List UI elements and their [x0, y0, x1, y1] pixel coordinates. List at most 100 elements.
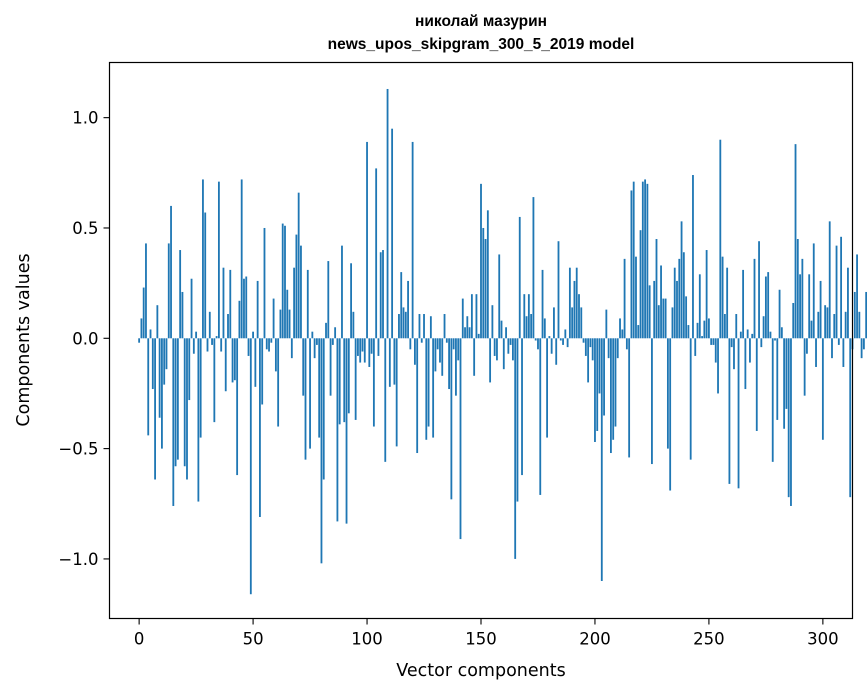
bar: [776, 338, 779, 420]
bar: [694, 338, 697, 356]
bar: [591, 338, 594, 361]
bar: [420, 338, 423, 343]
bar: [491, 305, 494, 339]
bar: [222, 267, 225, 339]
x-axis: 0 50 100 150 200 250 300: [134, 618, 839, 649]
bar: [425, 338, 428, 440]
bar: [682, 252, 685, 339]
bar: [274, 338, 277, 372]
bar: [345, 338, 348, 524]
bar: [685, 296, 688, 339]
bar: [439, 338, 441, 363]
bar: [566, 338, 569, 348]
bar: [783, 338, 786, 429]
bar: [598, 338, 601, 394]
bar: [714, 338, 717, 363]
y-axis-label: Components values: [14, 253, 34, 426]
bar: [589, 338, 592, 348]
bar: [787, 338, 790, 498]
bar: [197, 338, 200, 502]
bar: [619, 318, 621, 339]
bar: [331, 338, 334, 345]
bar: [341, 245, 343, 339]
bar: [730, 338, 733, 348]
bar: [728, 338, 731, 484]
bar: [780, 327, 783, 339]
bar: [767, 272, 770, 339]
y-axis: −1.0 −0.5 0.0 0.5 1.0: [58, 109, 110, 569]
bar: [537, 338, 539, 350]
bar: [470, 294, 473, 339]
bar: [796, 239, 799, 339]
bar: [284, 225, 286, 339]
bar: [243, 278, 245, 339]
bar: [161, 338, 163, 449]
bar: [343, 338, 346, 423]
bar: [628, 338, 631, 458]
bar: [302, 338, 305, 396]
bar: [140, 318, 143, 339]
bar: [245, 276, 248, 339]
bar: [325, 322, 327, 339]
bar: [801, 258, 804, 339]
bar: [145, 243, 147, 339]
bar: [810, 320, 813, 339]
bar: [849, 338, 852, 498]
bar: [651, 338, 653, 465]
bar: [605, 309, 608, 339]
bar: [819, 280, 822, 339]
bar: [701, 336, 703, 339]
bar: [170, 205, 172, 339]
bar: [176, 338, 179, 460]
bar: [678, 258, 681, 339]
bar: [806, 338, 808, 354]
bar: [625, 338, 628, 350]
bar: [803, 338, 806, 396]
bar: [516, 338, 519, 502]
bar: [758, 241, 760, 339]
bar: [548, 336, 551, 339]
bar: [662, 298, 665, 339]
bar: [186, 338, 188, 480]
bar: [525, 316, 528, 339]
bar: [493, 338, 496, 356]
bar: [860, 338, 863, 359]
bar: [527, 294, 530, 339]
bar: [398, 314, 400, 339]
bar: [637, 325, 640, 339]
bar: [195, 331, 198, 339]
bar: [621, 329, 624, 339]
bar: [286, 289, 289, 339]
x-tick-label: 300: [807, 630, 839, 649]
bar: [500, 320, 503, 339]
bar: [512, 338, 514, 361]
bar: [427, 338, 430, 427]
bar: [236, 338, 239, 476]
bar: [676, 280, 678, 339]
bar: [452, 338, 455, 350]
bar: [831, 338, 833, 359]
bar: [311, 331, 314, 339]
bar: [746, 329, 749, 339]
bar: [370, 338, 373, 354]
bar: [840, 236, 843, 339]
bar: [826, 307, 829, 339]
bar: [172, 338, 175, 506]
bar: [147, 338, 150, 436]
bar: [181, 291, 184, 339]
bar: [484, 239, 487, 339]
bar: [648, 285, 651, 339]
bar: [247, 338, 250, 356]
bar: [673, 267, 676, 339]
bar: [603, 338, 605, 416]
bar: [393, 338, 396, 385]
bar: [808, 274, 811, 339]
bar: [375, 168, 378, 339]
bar: [539, 338, 542, 495]
bar: [300, 245, 302, 339]
x-axis-label: Vector components: [396, 661, 565, 681]
bar: [256, 280, 259, 339]
bar: [496, 338, 498, 361]
bar: [313, 338, 316, 359]
bar: [812, 243, 815, 339]
